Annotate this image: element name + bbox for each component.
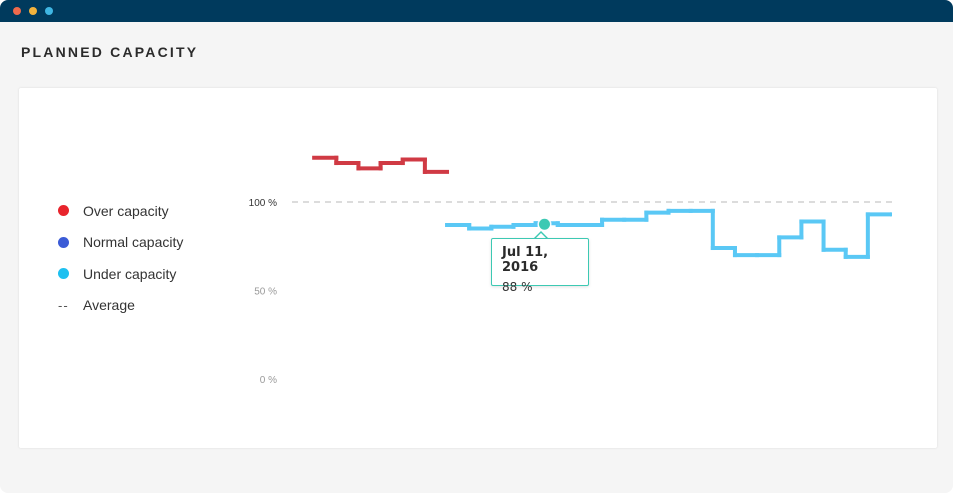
y-tick-label-0: 0 % xyxy=(260,375,277,386)
tooltip-arrow-inner xyxy=(535,233,547,239)
tooltip-date: Jul 11, 2016 xyxy=(502,245,549,275)
legend-label-normal: Normal capacity xyxy=(83,234,184,251)
highlight-point xyxy=(538,218,550,230)
tooltip-value: 88 % xyxy=(502,280,533,294)
minimize-dot[interactable] xyxy=(29,7,37,15)
legend-label-average: Average xyxy=(83,297,135,314)
chart-card xyxy=(19,88,937,448)
legend-item-normal[interactable]: Normal capacity xyxy=(58,227,183,259)
legend-dash-icon: -- xyxy=(58,297,69,313)
y-tick-label-100: 100 % xyxy=(249,198,277,209)
legend-item-under[interactable]: Under capacity xyxy=(58,258,183,290)
window-titlebar xyxy=(0,0,953,22)
y-tick-label-50: 50 % xyxy=(254,287,277,298)
maximize-dot[interactable] xyxy=(45,7,53,15)
page-title: PLANNED CAPACITY xyxy=(21,44,199,60)
legend-swatch-over-icon xyxy=(58,205,69,217)
legend-label-over: Over capacity xyxy=(83,202,169,219)
close-dot[interactable] xyxy=(13,7,21,15)
chart-legend: Over capacity Normal capacity Under capa… xyxy=(58,195,183,321)
legend-swatch-under-icon xyxy=(58,268,69,280)
legend-swatch-normal-icon xyxy=(58,236,69,248)
legend-label-under: Under capacity xyxy=(83,265,177,282)
legend-item-average[interactable]: -- Average xyxy=(58,290,183,322)
legend-item-over[interactable]: Over capacity xyxy=(58,195,183,227)
chart-tooltip: Jul 11, 2016 88 % xyxy=(491,238,589,294)
